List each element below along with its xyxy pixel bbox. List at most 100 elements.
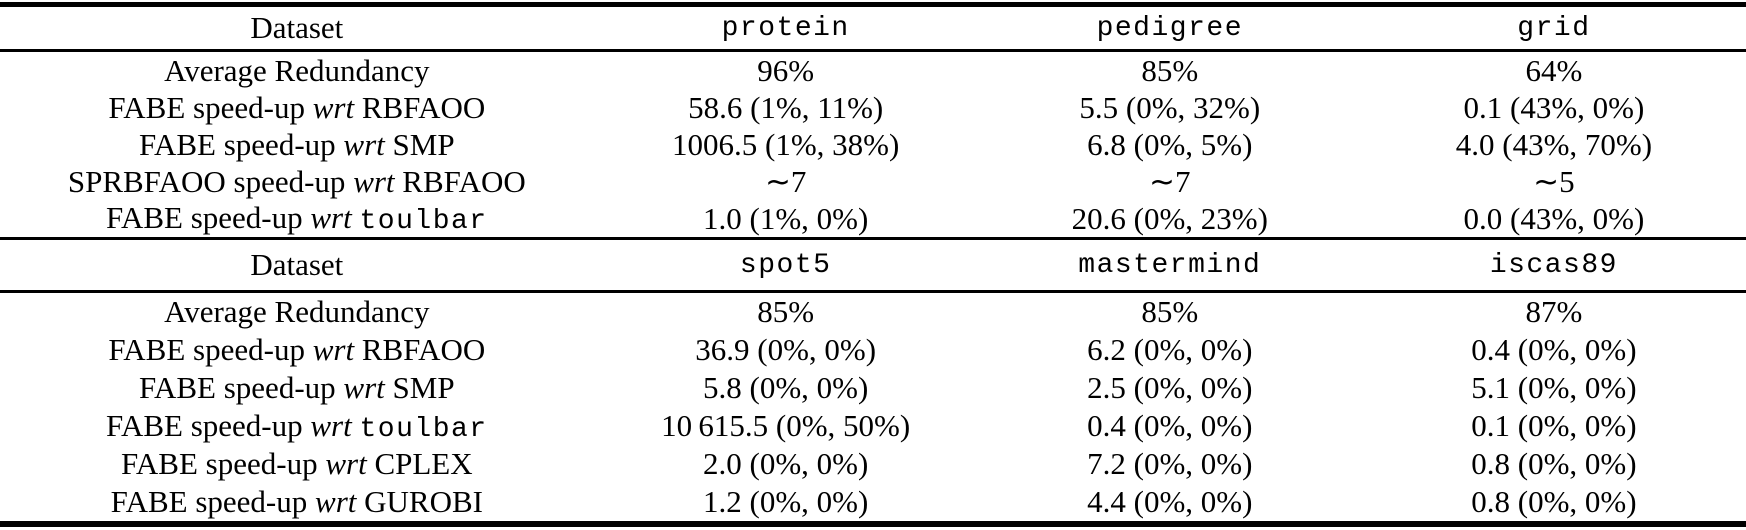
dataset-name-mastermind: mastermind [1078,249,1262,281]
cell-value: 0.1 (43%, 0%) [1463,89,1645,125]
cell-value: 4.4 (0%, 0%) [1087,484,1253,519]
row-label: FABE speed-up wrt RBFAOO [0,332,594,368]
table-row: FABE speed-up wrt CPLEX 2.0 (0%, 0%) 7.2… [0,445,1746,483]
row-label-pre: FABE speed-up [108,89,305,125]
cell-value: 0.8 (0%, 0%) [1471,484,1637,519]
cell-value: 4.0 (43%, 70%) [1455,126,1653,162]
row-label-wrt: wrt [343,126,385,162]
row-label-target: RBFAOO [361,332,486,367]
row-label-target: CPLEX [374,446,473,481]
table-row: FABE speed-up wrt GUROBI 1.2 (0%, 0%) 4.… [0,483,1746,521]
row-label-target: SMP [392,370,455,405]
row-label: SPRBFAOO speed-up wrt RBFAOO [0,164,594,200]
row-label-pre: FABE speed-up [139,370,336,405]
row-label: FABE speed-up wrt RBFAOO [0,90,594,126]
cell-value: 20.6 (0%, 23%) [1071,200,1268,236]
row-label-wrt: wrt [325,446,367,481]
row-label: FABE speed-up wrt SMP [0,370,594,406]
section2-header-row: Dataset spot5 mastermind iscas89 [0,240,1746,290]
cell-value: 0.0 (43%, 0%) [1463,200,1645,236]
table-row: FABE speed-up wrt toulbar 10 615.5 (0%, … [0,407,1746,445]
cell-value: 85% [757,294,815,329]
row-label: FABE speed-up wrt toulbar [0,408,594,445]
section2-header-rule [0,290,1746,293]
cell-value: 1.0 (1%, 0%) [703,200,869,236]
cell-value: 85% [1141,294,1199,329]
row-label-wrt: wrt [310,407,352,443]
cell-value: 2.0 (0%, 0%) [703,446,869,481]
row-label: Average Redundancy [0,53,594,89]
row-label-pre: FABE speed-up [110,484,308,519]
row-label-pre: FABE speed-up [108,332,305,367]
cell-value: 6.2 (0%, 0%) [1087,332,1253,367]
cell-value: 96% [757,52,815,88]
table-row: FABE speed-up wrt RBFAOO 58.6 (1%, 11%) … [0,89,1746,126]
cell-value: 0.1 (0%, 0%) [1471,408,1637,443]
section1-header-rule [0,49,1746,52]
cell-value: 6.8 (0%, 5%) [1087,126,1253,162]
cell-value: 5.1 (0%, 0%) [1471,370,1637,405]
row-label-target: toulbar [359,413,488,445]
row-label-wrt: wrt [312,332,355,367]
cell-value: ∼5 [1533,163,1575,199]
cell-value: 2.5 (0%, 0%) [1087,370,1253,405]
table-row: Average Redundancy 96% 85% 64% [0,52,1746,89]
row-label-target: RBFAOO [361,89,486,125]
row-label: FABE speed-up wrt SMP [0,127,594,163]
section-separator-rule [0,237,1746,240]
cell-value: 1006.5 (1%, 38%) [672,126,900,162]
dataset-name-spot5: spot5 [739,249,832,281]
dataset-name-grid: grid [1517,12,1591,44]
table-row: FABE speed-up wrt RBFAOO 36.9 (0%, 0%) 6… [0,331,1746,369]
row-label-wrt: wrt [353,163,395,199]
cell-value: 36.9 (0%, 0%) [695,332,877,367]
top-rule [0,2,1746,7]
row-label-wrt: wrt [310,200,352,235]
row-label-pre: FABE speed-up [120,446,318,481]
table-row: Average Redundancy 85% 85% 87% [0,293,1746,331]
cell-value: 64% [1525,52,1583,88]
row-label-wrt: wrt [315,484,357,519]
cell-value: 0.4 (0%, 0%) [1087,408,1253,443]
cell-value: 58.6 (1%, 11%) [688,89,884,125]
row-label-target: GUROBI [364,484,483,519]
row-label-pre: SPRBFAOO speed-up [67,163,346,199]
cell-value: 5.8 (0%, 0%) [703,370,869,405]
dataset-header-label: Dataset [250,247,344,282]
cell-value: 7.2 (0%, 0%) [1087,446,1253,481]
table-row: SPRBFAOO speed-up wrt RBFAOO ∼7 ∼7 ∼5 [0,163,1746,200]
row-label: FABE speed-up wrt GUROBI [0,484,594,520]
cell-value: 0.8 (0%, 0%) [1471,446,1637,481]
row-label: FABE speed-up wrt toulbar [0,200,594,237]
table-row: FABE speed-up wrt SMP 1006.5 (1%, 38%) 6… [0,126,1746,163]
cell-value: 1.2 (0%, 0%) [703,484,869,519]
row-label-wrt: wrt [312,89,355,125]
row-label-pre: Average Redundancy [164,294,430,329]
row-label-pre: FABE speed-up [139,126,336,162]
cell-value: ∼7 [1149,163,1191,199]
table-row: FABE speed-up wrt toulbar 1.0 (1%, 0%) 2… [0,200,1746,237]
cell-value: ∼7 [764,163,807,199]
row-label-pre: FABE speed-up [106,200,303,235]
section1-header-row: Dataset protein pedigree grid [0,7,1746,49]
cell-value: 5.5 (0%, 32%) [1079,89,1261,125]
row-label-target: toulbar [359,206,488,237]
row-label: Average Redundancy [0,294,594,330]
row-label-pre: Average Redundancy [164,52,430,88]
row-label-target: RBFAOO [402,163,526,199]
row-label-target: SMP [392,126,455,162]
cell-value: 87% [1525,294,1583,329]
table-row: FABE speed-up wrt SMP 5.8 (0%, 0%) 2.5 (… [0,369,1746,407]
cell-value: 10 615.5 (0%, 50%) [661,408,911,443]
row-label-pre: FABE speed-up [106,407,303,443]
dataset-name-pedigree: pedigree [1096,12,1243,44]
bottom-rule [0,521,1746,527]
row-label-wrt: wrt [343,370,385,405]
dataset-name-iscas89: iscas89 [1489,249,1618,281]
row-label: FABE speed-up wrt CPLEX [0,446,594,482]
cell-value: 0.4 (0%, 0%) [1471,332,1637,367]
dataset-header-label: Dataset [250,10,344,45]
cell-value: 85% [1141,52,1199,88]
dataset-name-protein: protein [721,12,850,44]
